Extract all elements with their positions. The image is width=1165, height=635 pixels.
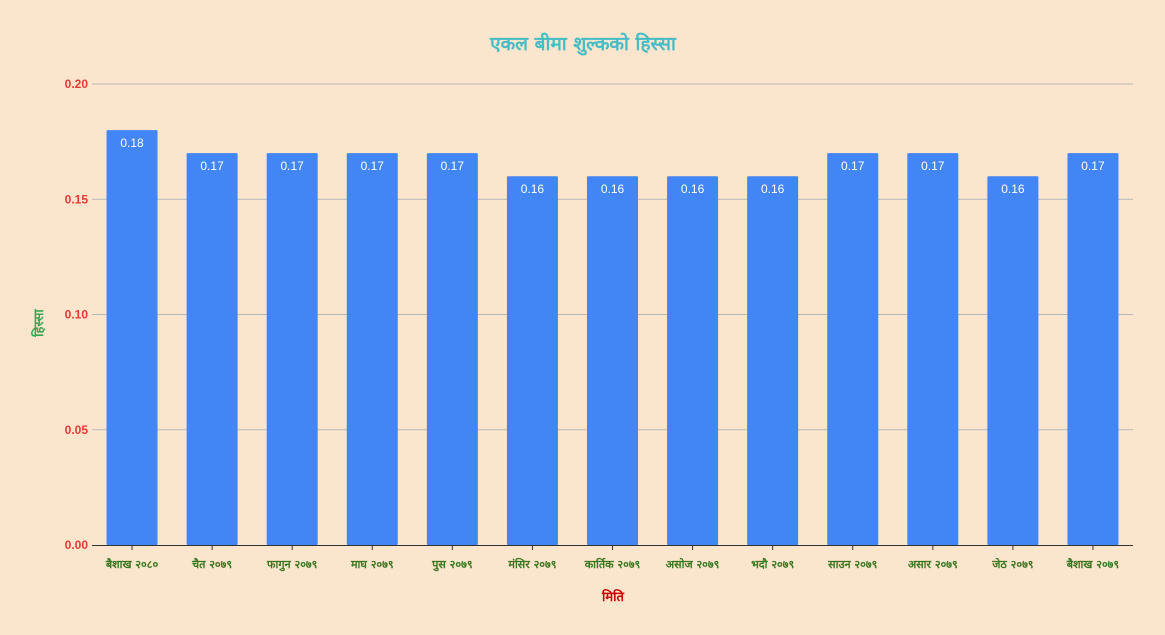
bar <box>587 176 638 545</box>
x-axis-title: मिति <box>601 589 625 605</box>
y-tick-label: 0.05 <box>65 423 89 437</box>
y-axis-title: हिस्सा <box>31 309 47 338</box>
x-tick-label: कार्तिक २०७९ <box>584 557 641 571</box>
data-label: 0.16 <box>1001 182 1025 196</box>
y-tick-label: 0.20 <box>65 77 89 91</box>
bar <box>186 153 238 545</box>
bar <box>987 176 1039 545</box>
y-axis-ticks: 0.00 0.05 0.10 0.15 0.20 <box>65 77 89 552</box>
x-tick-label: भदौ २०७९ <box>751 557 794 571</box>
x-tick-label: मंसिर २०७९ <box>507 557 556 571</box>
bars <box>106 130 1119 545</box>
x-tick-label: बैशाख २०७९ <box>1066 557 1120 571</box>
y-tick-label: 0.15 <box>65 192 89 206</box>
data-label: 0.17 <box>841 159 865 173</box>
bar <box>1067 153 1119 545</box>
y-tick-label: 0.00 <box>65 538 89 552</box>
bar <box>266 153 318 545</box>
bar <box>747 176 799 545</box>
data-label: 0.17 <box>361 159 385 173</box>
x-tick-label: माघ २०७९ <box>350 558 394 571</box>
x-tick-label: फागुन २०७९ <box>266 558 318 572</box>
x-tick-label: बैशाख २०८० <box>105 557 159 571</box>
bar <box>106 130 158 545</box>
data-label: 0.17 <box>200 159 224 173</box>
bar <box>346 153 398 545</box>
data-label: 0.17 <box>281 159 305 173</box>
x-tick-label: जेठ २०७९ <box>991 557 1034 571</box>
x-tick-label: असार २०७९ <box>908 558 958 571</box>
y-tick-label: 0.10 <box>65 308 89 322</box>
x-tick-label: चैत २०७९ <box>191 557 232 571</box>
bar <box>827 153 879 545</box>
data-label: 0.16 <box>601 182 625 196</box>
data-label: 0.17 <box>921 159 945 173</box>
x-tick-label: साउन २०७९ <box>827 558 877 571</box>
bar <box>907 153 959 545</box>
bar <box>506 176 558 545</box>
data-label: 0.16 <box>521 182 545 196</box>
x-tick-label: पुस २०७९ <box>431 558 473 572</box>
chart-title: एकल बीमा शुल्कको हिस्सा <box>489 32 677 56</box>
data-label: 0.16 <box>761 182 785 196</box>
bar <box>667 176 719 545</box>
x-tick-label: असोज २०७९ <box>666 557 720 571</box>
bar <box>426 153 478 545</box>
data-labels: 0.18 0.17 0.17 0.17 0.17 0.16 0.16 0.16 0.16 0.17… <box>120 136 1105 196</box>
x-axis-ticks: बैशाख २०८० चैत २०७९ फागुन २०७९ माघ २०७९ पुस … <box>105 545 1120 572</box>
data-label: 0.16 <box>681 182 705 196</box>
data-label: 0.17 <box>1081 159 1105 173</box>
data-label: 0.17 <box>441 159 465 173</box>
data-label: 0.18 <box>120 136 144 150</box>
